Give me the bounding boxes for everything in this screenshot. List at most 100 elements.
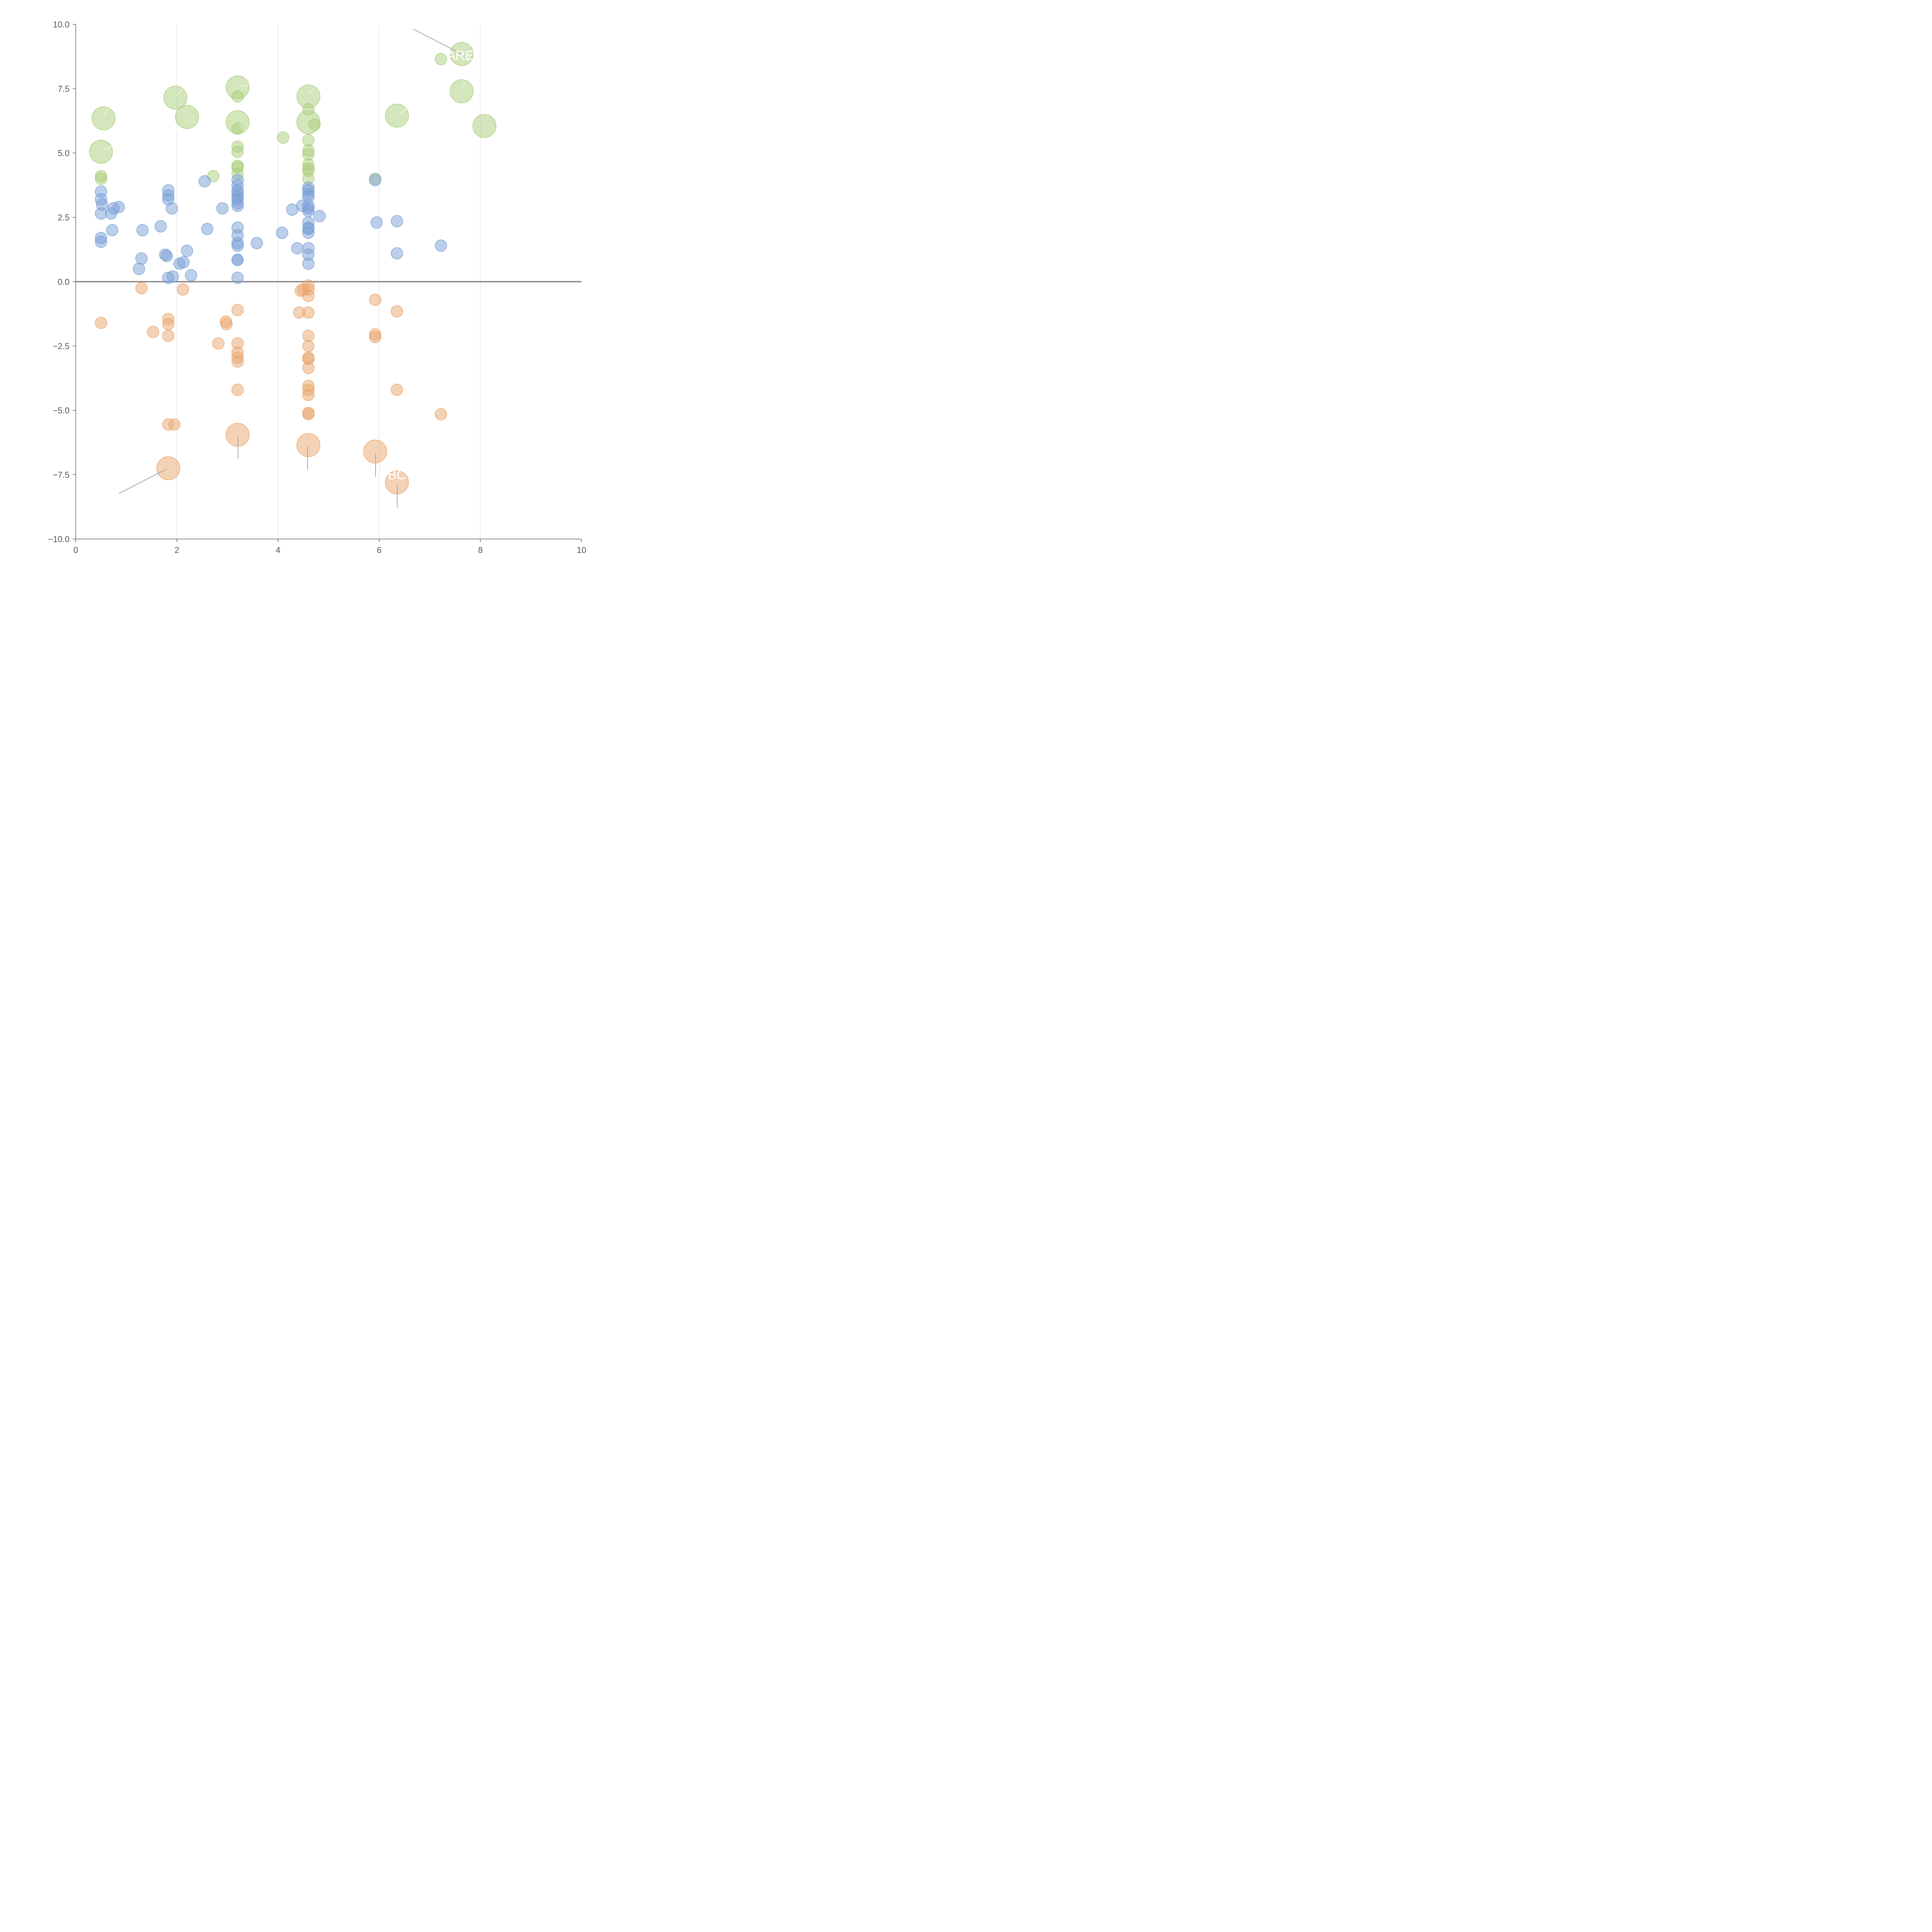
orange-bubble <box>220 318 233 330</box>
x-tick-label: 2 <box>175 545 179 555</box>
y-tick-label: 5.0 <box>58 148 70 158</box>
blue-bubble <box>231 199 244 212</box>
annotation-leader-light <box>239 123 245 131</box>
orange-bubble <box>369 331 381 343</box>
green-bubble <box>175 105 199 129</box>
orange-bubble <box>156 456 180 480</box>
green-bubble <box>231 122 244 135</box>
blue-bubble <box>291 242 304 255</box>
x-tick-label: 0 <box>73 545 78 555</box>
blue-bubble <box>95 236 107 248</box>
annotation-leader-light <box>102 146 112 151</box>
green-bubble <box>163 86 187 110</box>
blue-bubble <box>133 262 145 275</box>
green-bubble <box>450 79 474 103</box>
orange-bubble <box>212 337 224 350</box>
annotation-leader-light <box>398 109 406 115</box>
x-tick-label: 4 <box>276 545 280 555</box>
annotation-leader-light <box>463 81 465 90</box>
blue-bubble <box>177 256 190 269</box>
green-bubble <box>89 139 113 164</box>
orange-bubble <box>302 389 315 401</box>
green-bubble <box>92 106 116 130</box>
orange-bubble <box>302 289 315 302</box>
orange-bubble <box>302 408 315 420</box>
orange-bubble <box>302 306 315 319</box>
orange-bubble <box>147 326 160 338</box>
blue-bubble <box>136 224 149 236</box>
orange-bubble <box>135 282 148 294</box>
green-bubble <box>95 172 107 185</box>
orange-bubble <box>231 304 244 316</box>
y-tick-label: 0.0 <box>58 277 70 287</box>
blue-bubble <box>276 226 288 239</box>
blue-bubble <box>371 216 383 229</box>
blue-bubble <box>201 223 214 235</box>
blue-bubble <box>216 202 229 214</box>
chart-root: 0 2 4 6 8 10 10.0 7.5 5.0 2.5 0.0 −2.5 −5.0 −7.5 −10.0… <box>0 0 606 606</box>
blue-bubble <box>302 205 315 217</box>
y-tick-label: −7.5 <box>53 470 70 480</box>
blue-bubble <box>302 226 315 239</box>
blue-bubble <box>165 202 178 214</box>
green-bubble <box>302 148 315 161</box>
green-bubble <box>277 131 289 144</box>
orange-bubble <box>302 362 315 374</box>
points-layer <box>89 42 497 495</box>
orange-bubble <box>296 433 320 457</box>
orange-bubble <box>231 355 244 368</box>
orange-bubble <box>391 305 403 318</box>
orange-bubble <box>435 408 447 420</box>
x-tick-label: 6 <box>377 545 381 555</box>
blue-bubble <box>391 215 403 228</box>
orange-bubble <box>177 283 189 296</box>
blue-bubble <box>112 201 125 213</box>
blue-bubble <box>302 257 315 270</box>
y-tick-label: 2.5 <box>58 213 70 223</box>
x-tick-label: 8 <box>478 545 483 555</box>
blue-bubble <box>231 272 244 284</box>
blue-bubble <box>231 253 244 266</box>
y-tick-label: 10.0 <box>53 20 70 29</box>
blue-bubble <box>185 269 197 282</box>
annotation-label: BC <box>388 468 406 483</box>
orange-bubble <box>168 418 181 431</box>
orange-bubble <box>369 293 381 306</box>
green-bubble <box>231 145 244 158</box>
blue-bubble <box>160 250 173 262</box>
green-bubble <box>231 90 244 103</box>
blue-bubble <box>199 175 211 188</box>
y-tick-label: −10.0 <box>48 534 70 544</box>
annotation-leader-light <box>239 85 250 87</box>
orange-bubble <box>231 383 244 396</box>
annotation-leader-line <box>413 29 461 54</box>
green-bubble <box>308 118 321 131</box>
annotation-label: ARE <box>447 48 474 63</box>
blue-bubble <box>106 224 118 236</box>
orange-bubble <box>302 340 315 352</box>
orange-bubble <box>95 316 107 329</box>
blue-bubble <box>313 210 326 222</box>
orange-bubble <box>302 330 315 342</box>
green-bubble <box>435 53 447 65</box>
blue-bubble <box>369 174 381 186</box>
blue-bubble <box>435 240 447 252</box>
orange-bubble <box>162 330 175 342</box>
green-bubble <box>472 114 497 138</box>
axes-layer: 0 2 4 6 8 10 10.0 7.5 5.0 2.5 0.0 −2.5 −5.0 −7.5 −10.0 <box>48 20 586 555</box>
blue-bubble <box>167 270 179 283</box>
blue-bubble <box>155 220 167 233</box>
y-tick-label: −5.0 <box>53 406 70 415</box>
annotation-layer: ARE BC <box>102 29 474 508</box>
blue-bubble <box>391 247 403 260</box>
orange-bubble <box>391 383 403 396</box>
y-tick-label: −2.5 <box>53 342 70 351</box>
orange-bubble <box>363 439 387 464</box>
annotation-leader-light <box>467 55 470 62</box>
annotation-leader-line <box>119 468 168 494</box>
y-tick-label: 7.5 <box>58 84 70 94</box>
green-bubble <box>385 104 409 128</box>
orange-bubble <box>162 318 175 330</box>
green-bubble <box>302 134 315 146</box>
annotation-leader-light <box>104 107 109 116</box>
